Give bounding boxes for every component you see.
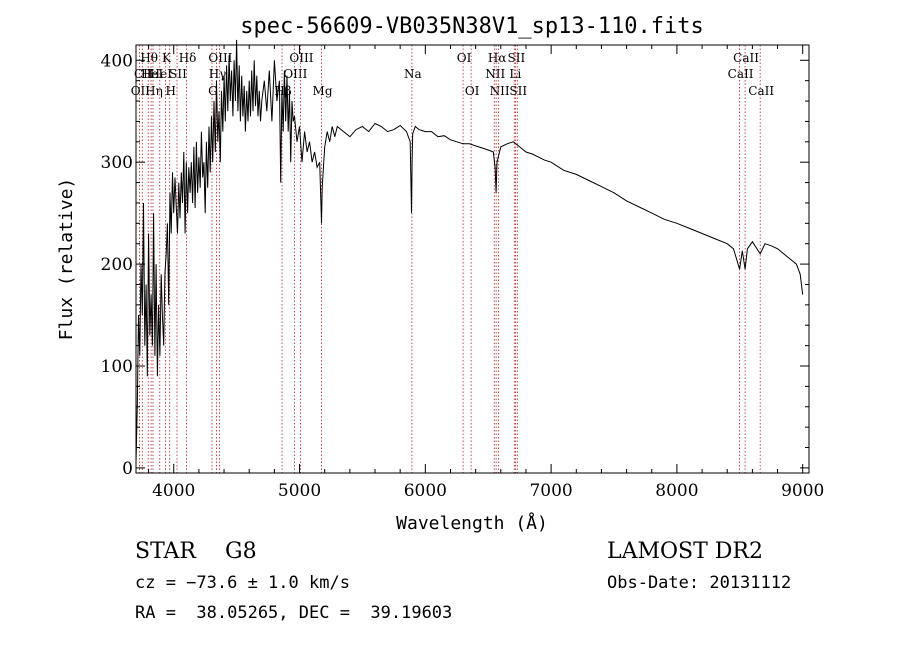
line-label-10: G [208,84,218,98]
line-label-17: Na [404,67,422,81]
object-class: STAR [135,539,196,564]
x-tick-label: 6000 [404,481,447,501]
y-tick-label: 400 [101,51,133,71]
line-label-24: SII [508,51,526,65]
line-label-19: OI [465,84,480,98]
x-tick-label: 9000 [781,481,824,501]
spectrum-line [135,39,804,463]
line-label-22: NII [490,84,510,98]
plot-frame [135,44,810,474]
y-tick-label: 300 [101,153,133,173]
x-tick-label: 4000 [152,481,195,501]
spectrum-series [135,39,804,463]
y-tick-label: 200 [101,255,133,275]
x-tick-label: 8000 [655,481,698,501]
x-tick-label: 5000 [278,481,321,501]
coordinates: RA = 38.05265, DEC = 39.19603 [135,603,453,623]
x-tick-label: 7000 [529,481,572,501]
line-label-3: HeI [141,67,164,81]
line-label-21: Hα [488,51,507,65]
line-label-2: Hθ [140,51,158,65]
line-label-28: CaII [748,84,774,98]
y-axis-ticks: 0 100 200 300 400 [101,51,809,479]
line-label-16: Mg [313,84,333,98]
line-label-8: SII [169,67,187,81]
x-axis-label: Wavelength (Å) [396,512,548,534]
x-axis-ticks: 4000 5000 6000 7000 8000 9000 [148,45,824,501]
line-label-5: HeI [150,67,173,81]
survey-name: LAMOST DR2 [607,539,763,564]
redshift-velocity: cz = −73.6 ± 1.0 km/s [135,573,350,593]
y-tick-label: 0 [122,459,133,479]
object-subclass: G8 [225,539,257,564]
line-label-14: OIII [283,67,307,81]
observation-date: Obs-Date: 20131112 [607,573,792,593]
line-label-7: H [165,84,175,98]
line-label-4: Hη [145,84,163,98]
y-axis-label: Flux (relative) [56,178,77,341]
line-label-15: OIII [289,51,313,65]
chart-title: spec-56609-VB035N38V1_sp13-110.fits [240,14,704,39]
line-label-26: CaII [728,67,754,81]
line-label-9: Hδ [179,51,197,65]
line-label-25: SII [509,84,527,98]
line-label-27: CaII [733,51,759,65]
line-label-20: NII [485,67,505,81]
y-tick-label: 100 [101,357,133,377]
line-label-11: Hγ [209,67,227,81]
line-label-18: OI [457,51,472,65]
line-label-12: OIII [208,51,232,65]
line-label-6: K [162,51,172,65]
